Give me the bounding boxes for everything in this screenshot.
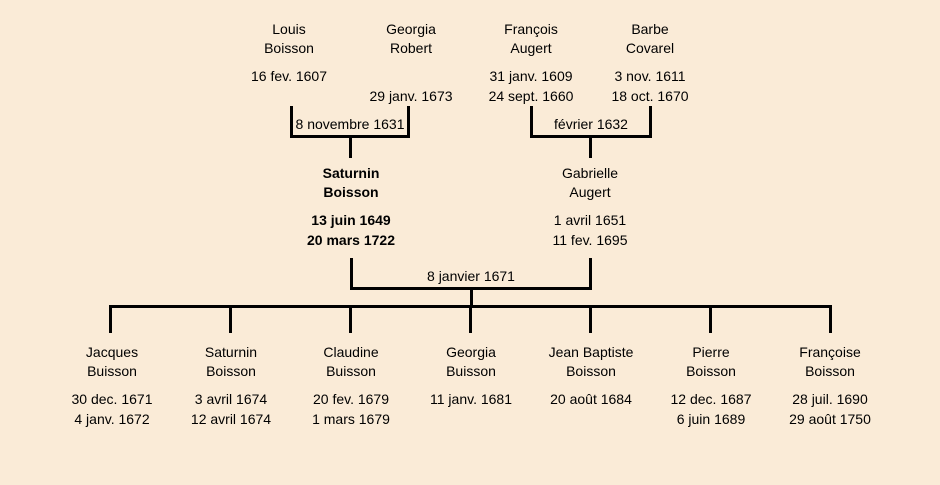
person-first-name: Gabrielle: [561, 165, 619, 181]
person-dates: 20 fev. 1679 1 mars 1679: [286, 389, 416, 429]
person-last-name: Boisson: [566, 363, 616, 379]
birth-date: 3 avril 1674: [194, 391, 268, 407]
birth-date: 30 dec. 1671: [71, 391, 153, 407]
person-node-grandfather-maternal[interactable]: François Augert 31 janv. 1609 24 sept. 1…: [461, 20, 601, 106]
person-dates: 20 août 1684: [526, 389, 656, 429]
birth-date: 16 fev. 1607: [250, 68, 328, 84]
child-drop-line-4: [469, 305, 472, 333]
person-node-grandmother-maternal[interactable]: Barbe Covarel 3 nov. 1611 18 oct. 1670: [580, 20, 720, 106]
person-last-name: Buisson: [87, 363, 137, 379]
person-dates: 1 avril 1651 11 fev. 1695: [520, 210, 660, 250]
person-first-name: François: [504, 21, 558, 37]
death-date: [219, 86, 359, 106]
marriage-date-label: 8 novembre 1631: [295, 116, 405, 132]
death-date: 29 janv. 1673: [369, 88, 453, 104]
person-dates: 12 dec. 1687 6 juin 1689: [646, 389, 776, 429]
birth-date: 20 août 1684: [550, 391, 632, 407]
marriage-bracket-parents: 8 janvier 1671: [350, 258, 592, 290]
person-last-name: Boisson: [323, 184, 379, 200]
person-node-child-2[interactable]: Saturnin Boisson 3 avril 1674 12 avril 1…: [166, 343, 296, 429]
person-dates: 11 janv. 1681: [406, 389, 536, 429]
person-first-name: Barbe: [631, 21, 669, 37]
person-first-name: Jean Baptiste: [548, 344, 634, 360]
person-node-child-1[interactable]: Jacques Buisson 30 dec. 1671 4 janv. 167…: [47, 343, 177, 429]
person-first-name: Claudine: [323, 344, 379, 360]
birth-date: 12 dec. 1687: [670, 391, 752, 407]
person-dates: 29 janv. 1673: [341, 66, 481, 106]
death-date: 29 août 1750: [789, 411, 871, 427]
marriage-bracket-paternal: 8 novembre 1631: [290, 106, 410, 138]
person-last-name: Augert: [510, 40, 552, 56]
person-first-name: Georgia: [446, 344, 496, 360]
person-first-name: Georgia: [386, 21, 436, 37]
person-last-name: Boisson: [805, 363, 855, 379]
birth-date: 13 juin 1649: [311, 212, 391, 228]
child-drop-line-3: [349, 305, 352, 333]
person-node-grandfather-paternal[interactable]: Louis Boisson 16 fev. 1607: [219, 20, 359, 106]
birth-date: 11 janv. 1681: [430, 391, 512, 407]
marriage-date-label: février 1632: [554, 116, 628, 132]
person-node-child-4[interactable]: Georgia Buisson 11 janv. 1681: [406, 343, 536, 429]
child-drop-line-6: [709, 305, 712, 333]
person-last-name: Augert: [569, 184, 611, 200]
person-first-name: Saturnin: [204, 344, 258, 360]
birth-date: 31 janv. 1609: [489, 68, 573, 84]
descent-line-maternal: [589, 138, 592, 158]
person-dates: 3 nov. 1611 18 oct. 1670: [580, 66, 720, 106]
person-node-child-6[interactable]: Pierre Boisson 12 dec. 1687 6 juin 1689: [646, 343, 776, 429]
person-dates: 28 juil. 1690 29 août 1750: [765, 389, 895, 429]
person-last-name: Boisson: [264, 40, 314, 56]
person-last-name: Robert: [389, 40, 433, 56]
death-date: 12 avril 1674: [190, 411, 272, 427]
child-drop-line-1: [109, 305, 112, 333]
person-first-name: Jacques: [85, 344, 139, 360]
birth-date: 3 nov. 1611: [614, 68, 686, 84]
marriage-bracket-maternal: février 1632: [530, 106, 652, 138]
birth-date: 20 fev. 1679: [312, 391, 390, 407]
person-last-name: Buisson: [326, 363, 376, 379]
marriage-date-label: 8 janvier 1671: [427, 268, 515, 284]
death-date: 11 fev. 1695: [552, 232, 628, 248]
person-dates: 3 avril 1674 12 avril 1674: [166, 389, 296, 429]
birth-date: 1 avril 1651: [553, 212, 627, 228]
person-dates: 13 juin 1649 20 mars 1722: [281, 210, 421, 250]
person-node-grandmother-paternal[interactable]: Georgia Robert 29 janv. 1673: [341, 20, 481, 106]
death-date: [406, 409, 536, 429]
person-last-name: Covarel: [625, 40, 675, 56]
person-last-name: Boisson: [686, 363, 736, 379]
person-first-name: Saturnin: [322, 165, 380, 181]
person-node-child-3[interactable]: Claudine Buisson 20 fev. 1679 1 mars 167…: [286, 343, 416, 429]
child-drop-line-2: [229, 305, 232, 333]
death-date: 4 janv. 1672: [74, 411, 150, 427]
death-date: 6 juin 1689: [676, 411, 746, 427]
person-first-name: Louis: [272, 21, 306, 37]
person-last-name: Boisson: [206, 363, 256, 379]
person-node-father[interactable]: Saturnin Boisson 13 juin 1649 20 mars 17…: [281, 164, 421, 250]
person-dates: 31 janv. 1609 24 sept. 1660: [461, 66, 601, 106]
birth-date: [341, 66, 481, 86]
person-node-mother[interactable]: Gabrielle Augert 1 avril 1651 11 fev. 16…: [520, 164, 660, 250]
person-last-name: Buisson: [446, 363, 496, 379]
death-date: [526, 409, 656, 429]
child-drop-line-7: [829, 305, 832, 333]
person-node-child-7[interactable]: Françoise Boisson 28 juil. 1690 29 août …: [765, 343, 895, 429]
death-date: 1 mars 1679: [312, 411, 390, 427]
person-first-name: Pierre: [692, 344, 730, 360]
descent-line-paternal: [349, 138, 352, 158]
death-date: 24 sept. 1660: [488, 88, 574, 104]
descent-line-parents: [470, 290, 473, 306]
person-first-name: Françoise: [799, 344, 861, 360]
death-date: 18 oct. 1670: [611, 88, 689, 104]
person-dates: 30 dec. 1671 4 janv. 1672: [47, 389, 177, 429]
person-dates: 16 fev. 1607: [219, 66, 359, 106]
child-drop-line-5: [589, 305, 592, 333]
death-date: 20 mars 1722: [307, 232, 395, 248]
birth-date: 28 juil. 1690: [792, 391, 868, 407]
person-node-child-5[interactable]: Jean Baptiste Boisson 20 août 1684: [526, 343, 656, 429]
